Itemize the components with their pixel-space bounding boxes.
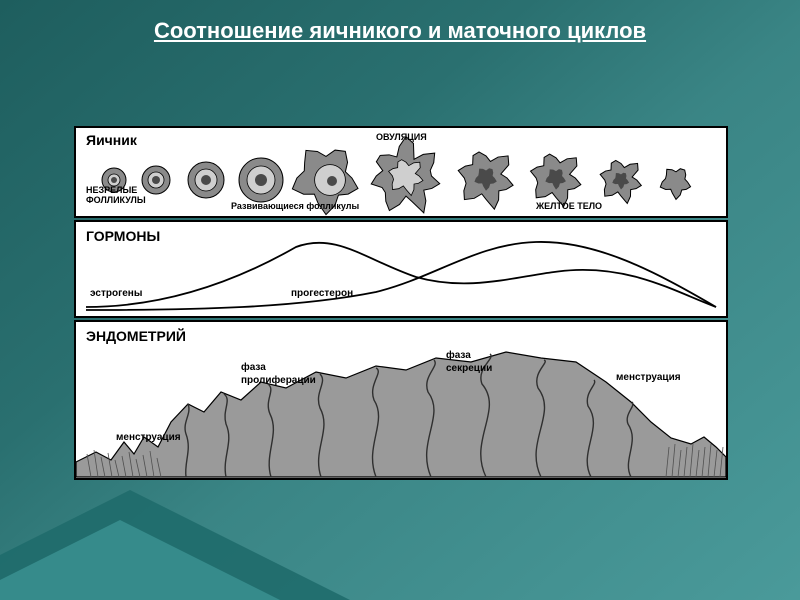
label-progesterone: прогестерон — [291, 288, 353, 299]
decorative-triangle-front — [0, 520, 280, 600]
label-ovulation: ОВУЛЯЦИЯ — [376, 132, 427, 142]
panel-ovary: Яичник ОВУЛЯЦИЯ НЕЗРЕЛЫЕФОЛЛИКУЛЫ Развив… — [74, 126, 728, 218]
panel-endometrium: ЭНДОМЕТРИЙ менструация фаза пролиферации… — [74, 320, 728, 480]
label-secretion-bot: секреции — [446, 363, 492, 374]
endometrium-diagram — [76, 322, 726, 478]
label-corpus-luteum: ЖЕЛТОЕ ТЕЛО — [536, 201, 602, 211]
slide-title: Соотношение яичникого и маточного циклов — [0, 18, 800, 44]
label-estrogen: эстрогены — [90, 288, 142, 299]
label-developing-follicles: Развивающиеся фолликулы — [231, 201, 359, 211]
label-menstruation-right: менструация — [616, 372, 681, 383]
label-proliferation-top: фаза — [241, 362, 266, 373]
panel-hormones: ГОРМОНЫ эстрогены прогестерон — [74, 220, 728, 318]
label-immature-follicles: НЕЗРЕЛЫЕФОЛЛИКУЛЫ — [86, 186, 146, 206]
hormones-chart — [76, 222, 726, 316]
label-proliferation-bot: пролиферации — [241, 375, 316, 386]
label-menstruation-left: менструация — [116, 432, 181, 443]
slide-root: Соотношение яичникого и маточного циклов… — [0, 0, 800, 600]
label-secretion-top: фаза — [446, 350, 471, 361]
